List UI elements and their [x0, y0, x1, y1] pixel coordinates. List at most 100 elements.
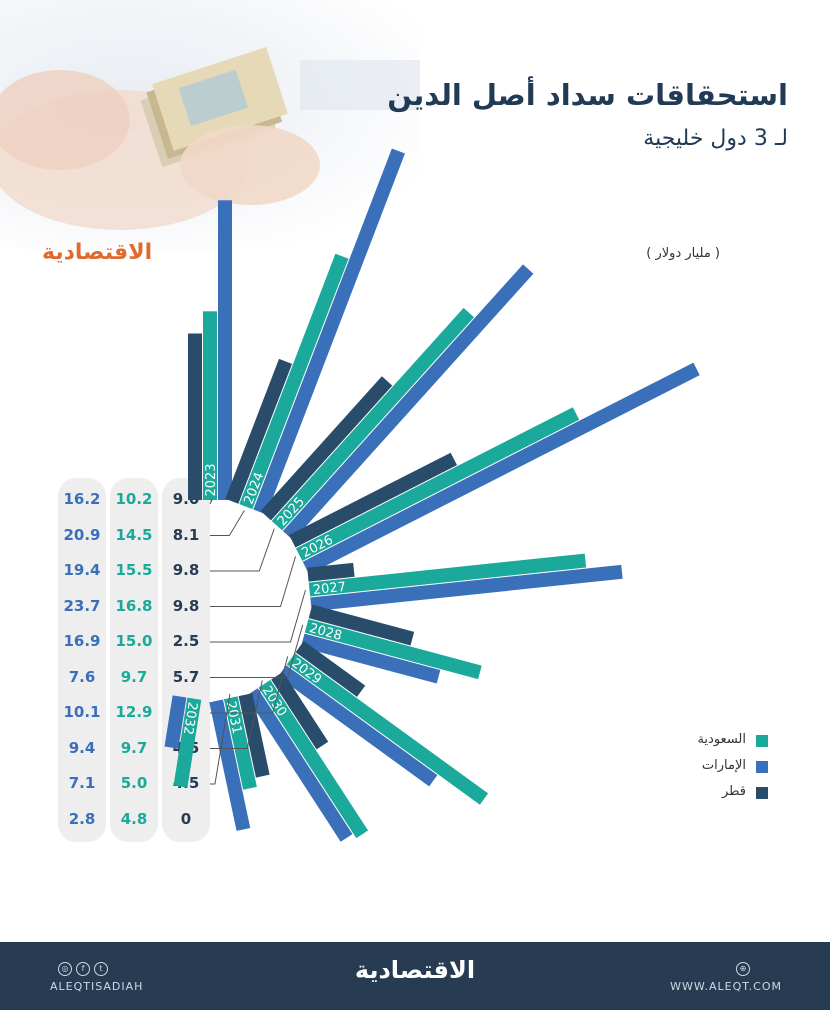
chart-subtitle: لـ 3 دول خليجية: [643, 126, 788, 151]
leader-line-2026: [210, 556, 297, 607]
bar-2025-2: [282, 264, 534, 541]
legend-label-qatar: قطر: [721, 784, 746, 799]
saudi-values-column: [110, 478, 158, 842]
twitter-icon[interactable]: t: [94, 962, 108, 976]
bar-2029-1: [286, 653, 489, 805]
value-cell-2027-1: 15.0: [115, 632, 153, 650]
bar-2026-2: [302, 362, 700, 575]
bar-group-2032: 2032: [164, 695, 202, 788]
year-label-2031: 2031: [223, 700, 245, 735]
bar-2023-0: [188, 333, 202, 500]
bar-2025-0: [260, 376, 393, 521]
legend-swatch-saudi: [756, 735, 768, 747]
bar-group-2031: 2031: [209, 693, 270, 831]
bar-2031-1: [223, 696, 257, 790]
bar-2030-2: [246, 688, 353, 842]
money-hands-illustration: [0, 47, 420, 230]
leader-line-2028: [210, 624, 304, 678]
globe-icon: ⊕: [736, 962, 750, 976]
leader-line-2024: [210, 510, 245, 536]
value-cell-2030-2: 9.4: [68, 738, 96, 757]
bar-2028-0: [308, 604, 415, 646]
uae-values-column: [58, 478, 106, 842]
value-cell-2024-1: 14.5: [115, 525, 153, 544]
bar-2024-1: [239, 253, 349, 510]
bar-2024-2: [253, 148, 405, 515]
bar-2023-2: [218, 200, 232, 500]
bar-2023-1: [203, 311, 217, 500]
value-cell-2030-1: 9.7: [120, 738, 148, 757]
value-cell-2031-1: 5.0: [120, 774, 148, 792]
value-cell-2032-1: 4.8: [120, 809, 148, 828]
leader-line-2025: [210, 528, 275, 572]
brand-logo-top: الاقتصادية: [42, 240, 153, 265]
bar-2029-2: [277, 665, 438, 787]
value-cell-2032-2: 2.8: [68, 809, 96, 828]
bar-2026-0: [289, 452, 458, 548]
value-cell-2028-0: 5.7: [172, 667, 200, 686]
chart-title: استحقاقات سداد أصل الدين: [387, 78, 788, 112]
facebook-icon[interactable]: f: [76, 962, 90, 976]
value-cell-2026-2: 23.7: [63, 596, 101, 615]
legend-label-uae: الإمارات: [701, 758, 746, 773]
value-cell-2025-2: 19.4: [63, 561, 101, 579]
bar-2031-0: [238, 693, 270, 778]
leader-line-2023: [209, 499, 213, 505]
bar-group-2029: 2029: [277, 640, 489, 805]
bar-2027-0: [307, 562, 355, 582]
value-cell-2027-0: 2.5: [172, 632, 200, 650]
value-cell-2027-2: 16.9: [63, 632, 101, 650]
bar-2027-2: [310, 564, 623, 612]
footer-bar: الاقتصادية ◎ f t ALEQTISADIAH ⊕ WWW.ALEQ…: [0, 942, 830, 1010]
unit-label: ( مليار دولار ): [646, 246, 720, 261]
year-label-2027: 2027: [312, 580, 346, 598]
bar-group-2027: 2027: [307, 553, 623, 612]
legend-swatch-uae: [756, 761, 768, 773]
value-cell-2029-1: 12.9: [115, 703, 153, 721]
year-label-2032: 2032: [180, 701, 200, 736]
bar-group-2023: 2023: [188, 200, 232, 500]
value-cell-2025-1: 15.5: [115, 561, 153, 579]
bar-2032-2: [164, 695, 187, 749]
legend-label-saudi: السعودية: [697, 732, 746, 747]
bar-2031-2: [209, 699, 251, 831]
leader-line-2027: [210, 589, 306, 643]
value-cell-2025-0: 9.8: [172, 561, 200, 579]
bar-group-2025: 2025: [260, 264, 534, 541]
bar-group-2024: 2024: [225, 148, 405, 515]
value-cell-2029-2: 10.1: [63, 703, 101, 721]
value-cell-2023-2: 16.2: [63, 490, 101, 508]
value-cell-2028-2: 7.6: [68, 667, 96, 686]
bar-2030-0: [271, 671, 329, 750]
value-cell-2023-1: 10.2: [115, 490, 153, 508]
bar-2030-1: [258, 680, 369, 839]
website-url[interactable]: WWW.ALEQT.COM: [670, 980, 782, 993]
instagram-icon[interactable]: ◎: [58, 962, 72, 976]
money-photo: [0, 0, 420, 250]
value-cell-2031-2: 7.1: [68, 774, 96, 792]
value-cell-2024-0: 8.1: [172, 525, 200, 544]
bar-2027-1: [308, 553, 587, 597]
legend-swatch-qatar: [756, 787, 768, 799]
social-handle[interactable]: ALEQTISADIAH: [50, 980, 144, 993]
bar-2026-1: [295, 407, 580, 561]
footer-brand-logo: الاقتصادية: [354, 956, 476, 984]
bar-group-2028: 2028: [300, 604, 482, 684]
value-cell-2026-0: 9.8: [172, 596, 200, 615]
bar-2028-2: [300, 633, 441, 684]
bar-2029-0: [295, 640, 366, 697]
value-cell-2028-1: 9.7: [120, 667, 148, 686]
value-cell-2032-0: 0: [180, 809, 192, 828]
value-cell-2026-1: 16.8: [115, 596, 153, 615]
leader-line-2029: [210, 656, 289, 714]
leader-line-2031: [210, 693, 231, 785]
bar-2025-1: [271, 307, 474, 531]
bar-group-2026: 2026: [289, 362, 700, 575]
bar-2028-1: [304, 619, 482, 680]
leader-line-2030: [210, 680, 263, 749]
bar-2032-1: [173, 697, 202, 788]
value-cell-2024-2: 20.9: [63, 525, 101, 544]
year-label-2023: 2023: [204, 463, 219, 496]
